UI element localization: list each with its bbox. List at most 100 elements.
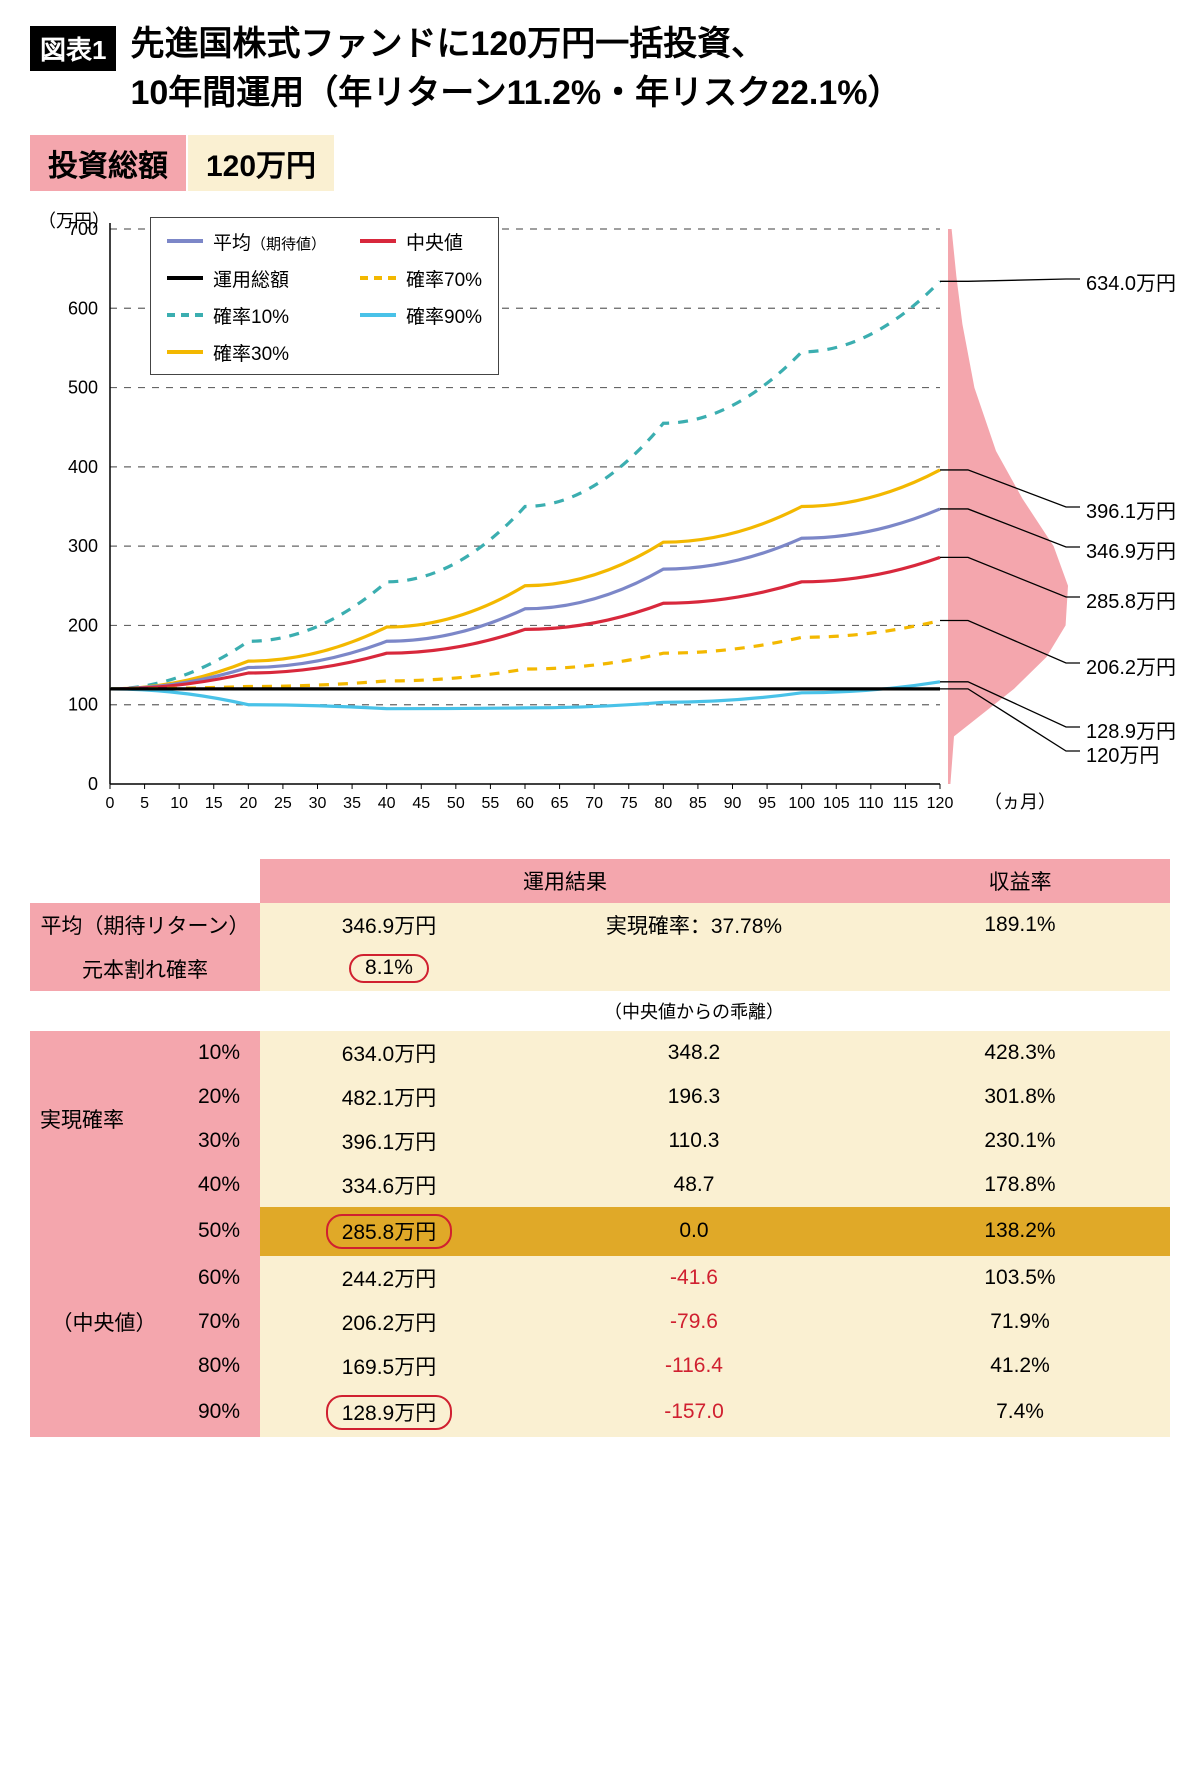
end-label: 128.9万円 xyxy=(1086,715,1176,744)
legend-swatch xyxy=(360,313,396,317)
prob-yield: 138.2% xyxy=(870,1207,1170,1256)
legend-label: 確率90% xyxy=(406,302,482,329)
table-row: （中央値）50%285.8万円0.0138.2% xyxy=(30,1207,1170,1256)
svg-text:80: 80 xyxy=(654,795,672,812)
row-mean-label: 平均（期待リターン） xyxy=(30,903,260,947)
prob-value: 206.2万円 xyxy=(260,1300,518,1344)
legend-label: 平均（期待値） xyxy=(213,228,326,255)
result-table: 運用結果 収益率 平均（期待リターン） 346.9万円 実現確率：37.78% … xyxy=(30,859,1170,1437)
row-loss-value: 8.1% xyxy=(260,947,518,991)
prob-value: 334.6万円 xyxy=(260,1163,518,1207)
prob-dev: 0.0 xyxy=(518,1207,870,1256)
invest-label: 投資総額 xyxy=(30,135,186,191)
prob-pct: 70% xyxy=(178,1300,260,1344)
prob-label: 実現確率 xyxy=(30,1031,178,1207)
svg-text:100: 100 xyxy=(68,694,98,714)
svg-text:20: 20 xyxy=(239,795,257,812)
svg-text:110: 110 xyxy=(858,795,884,812)
prob-yield: 428.3% xyxy=(870,1031,1170,1075)
legend-item: 確率10% xyxy=(167,302,326,329)
svg-text:45: 45 xyxy=(412,795,430,812)
svg-text:95: 95 xyxy=(758,795,776,812)
prob-pct: 20% xyxy=(178,1075,260,1119)
svg-text:105: 105 xyxy=(823,795,850,812)
table-row: 30%396.1万円110.3230.1% xyxy=(30,1119,1170,1163)
deviation-header: （中央値からの乖離） xyxy=(518,991,870,1031)
prob-value: 285.8万円 xyxy=(260,1207,518,1256)
table-row: 70%206.2万円-79.671.9% xyxy=(30,1300,1170,1344)
simulation-chart: 平均（期待値）中央値運用総額確率70%確率10%確率90%確率30% （万円）0… xyxy=(30,209,1170,829)
invest-amount: 120万円 xyxy=(188,135,334,191)
row-mean-value: 346.9万円 xyxy=(260,903,518,947)
prob-value: 634.0万円 xyxy=(260,1031,518,1075)
prob-dev: 348.2 xyxy=(518,1031,870,1075)
svg-text:90: 90 xyxy=(724,795,742,812)
svg-text:85: 85 xyxy=(689,795,707,812)
svg-text:0: 0 xyxy=(88,774,98,794)
median-label: （中央値） xyxy=(30,1207,178,1437)
figure-tag: 図表1 xyxy=(30,26,116,71)
svg-text:70: 70 xyxy=(585,795,603,812)
svg-text:100: 100 xyxy=(788,795,815,812)
table-row: 90%128.9万円-157.07.4% xyxy=(30,1388,1170,1437)
svg-text:200: 200 xyxy=(68,615,98,635)
svg-text:60: 60 xyxy=(516,795,534,812)
legend-label: 確率10% xyxy=(213,302,289,329)
prob-dev: -116.4 xyxy=(518,1344,870,1388)
svg-text:0: 0 xyxy=(106,795,115,812)
svg-text:40: 40 xyxy=(378,795,396,812)
legend-swatch xyxy=(360,239,396,243)
legend-item: 運用総額 xyxy=(167,265,326,292)
title-line1: 先進国株式ファンドに120万円一括投資、 xyxy=(130,25,765,63)
legend-item: 確率70% xyxy=(360,265,482,292)
prob-value: 396.1万円 xyxy=(260,1119,518,1163)
svg-text:300: 300 xyxy=(68,536,98,556)
legend-item: 平均（期待値） xyxy=(167,228,326,255)
prob-yield: 230.1% xyxy=(870,1119,1170,1163)
legend-label: 中央値 xyxy=(406,228,463,255)
legend-item: 確率30% xyxy=(167,339,326,366)
legend-swatch xyxy=(167,239,203,243)
svg-text:25: 25 xyxy=(274,795,292,812)
svg-text:120: 120 xyxy=(927,795,954,812)
prob-dev: -41.6 xyxy=(518,1256,870,1300)
table-row: 60%244.2万円-41.6103.5% xyxy=(30,1256,1170,1300)
legend-swatch xyxy=(360,276,396,280)
svg-text:600: 600 xyxy=(68,298,98,318)
svg-text:35: 35 xyxy=(343,795,361,812)
prob-yield: 41.2% xyxy=(870,1344,1170,1388)
chart-legend: 平均（期待値） 中央値運用総額 確率70% 確率10% 確率90% 確率30% xyxy=(150,217,499,375)
prob-pct: 10% xyxy=(178,1031,260,1075)
figure-title: 先進国株式ファンドに120万円一括投資、 10年間運用（年リターン11.2%・年… xyxy=(130,20,901,119)
prob-pct: 90% xyxy=(178,1388,260,1437)
prob-pct: 50% xyxy=(178,1207,260,1256)
prob-pct: 80% xyxy=(178,1344,260,1388)
prob-yield: 103.5% xyxy=(870,1256,1170,1300)
prob-value: 482.1万円 xyxy=(260,1075,518,1119)
legend-swatch xyxy=(167,350,203,354)
legend-item: 確率90% xyxy=(360,302,482,329)
table-row: 実現確率10%634.0万円348.2428.3% xyxy=(30,1031,1170,1075)
row-loss-label: 元本割れ確率 xyxy=(30,947,260,991)
prob-yield: 301.8% xyxy=(870,1075,1170,1119)
prob-value: 169.5万円 xyxy=(260,1344,518,1388)
prob-yield: 7.4% xyxy=(870,1388,1170,1437)
prob-yield: 71.9% xyxy=(870,1300,1170,1344)
table-row: 20%482.1万円196.3301.8% xyxy=(30,1075,1170,1119)
svg-text:700: 700 xyxy=(68,219,98,239)
legend-label: 運用総額 xyxy=(213,265,289,292)
prob-dev: 110.3 xyxy=(518,1119,870,1163)
prob-dev: 196.3 xyxy=(518,1075,870,1119)
legend-label: 確率30% xyxy=(213,339,289,366)
prob-value: 128.9万円 xyxy=(260,1388,518,1437)
svg-text:50: 50 xyxy=(447,795,465,812)
prob-dev: -79.6 xyxy=(518,1300,870,1344)
svg-text:55: 55 xyxy=(482,795,500,812)
legend-swatch xyxy=(167,276,203,280)
prob-dev: -157.0 xyxy=(518,1388,870,1437)
title-line2: 10年間運用（年リターン11.2%・年リスク22.1%） xyxy=(130,74,901,112)
prob-value: 244.2万円 xyxy=(260,1256,518,1300)
svg-text:500: 500 xyxy=(68,377,98,397)
legend-label: 確率70% xyxy=(406,265,482,292)
svg-text:10: 10 xyxy=(170,795,188,812)
